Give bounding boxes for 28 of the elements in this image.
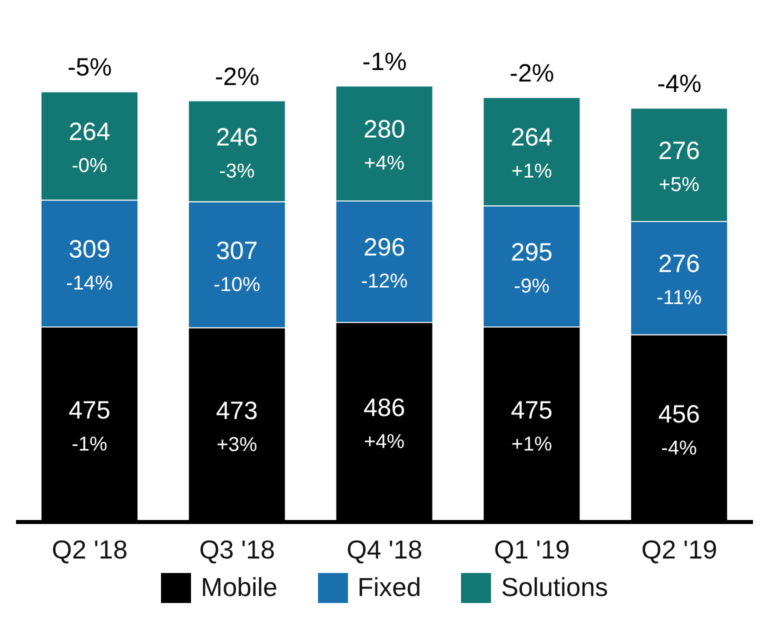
data-label: 475 +1%: [510, 396, 553, 456]
data-label: 276 -11%: [656, 250, 702, 310]
annotation: -4%: [657, 70, 702, 98]
data-label: 486 +4%: [363, 394, 406, 454]
x-tick-label: Q2 '19: [641, 534, 718, 564]
data-label: 264 -0%: [68, 118, 110, 177]
data-label: 309 -14%: [66, 236, 114, 295]
data-label: 246 -3%: [216, 123, 258, 182]
annotation: -2%: [510, 59, 554, 88]
data-label: 276 +5%: [658, 136, 700, 196]
annotation: -1%: [362, 48, 407, 76]
x-tick-label: Q4 '18: [346, 534, 422, 564]
x-tick-label: Q1 '19: [494, 534, 570, 564]
data-label: 280 +4%: [363, 115, 406, 174]
data-label: 295 -9%: [510, 238, 553, 298]
data-label: 475 -1%: [68, 396, 110, 456]
annotation: -5%: [67, 54, 112, 82]
legend-label: Fixed: [358, 572, 422, 603]
data-label: 307 -10%: [214, 236, 260, 296]
data-label: 264 +1%: [510, 124, 553, 183]
data-label: 456 -4%: [658, 400, 700, 460]
legend-label: Solutions: [501, 572, 608, 603]
x-tick-label: Q2 '18: [52, 534, 128, 564]
annotation: -2%: [214, 62, 260, 91]
legend-label: Mobile: [200, 572, 278, 603]
data-label: 473 +3%: [216, 396, 258, 456]
data-label: 296 -12%: [360, 234, 408, 293]
x-tick-label: Q3 '18: [199, 534, 275, 564]
